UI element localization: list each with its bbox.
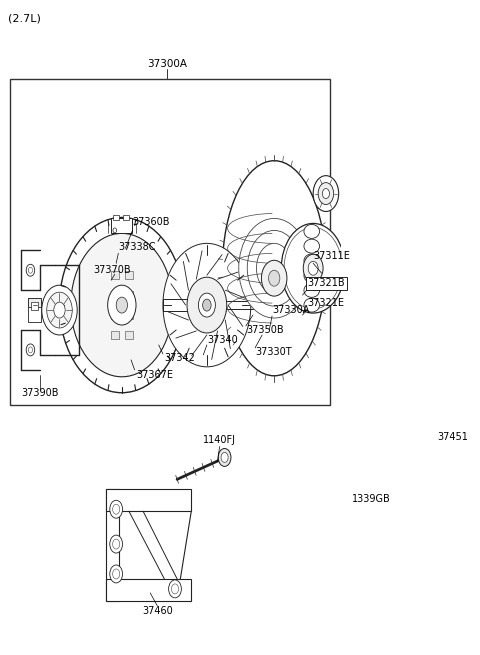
Circle shape [281,223,345,313]
Circle shape [433,436,445,453]
Bar [110,271,119,279]
Text: 1339GB: 1339GB [352,495,391,504]
Circle shape [116,297,128,313]
Circle shape [26,264,35,276]
Circle shape [262,260,287,296]
Polygon shape [119,511,192,599]
Circle shape [42,285,77,335]
Circle shape [47,292,72,328]
Circle shape [113,569,120,579]
Circle shape [60,217,184,393]
Bar [28,298,41,307]
Circle shape [323,189,329,198]
Text: 37321B: 37321B [308,278,345,288]
Circle shape [26,344,35,356]
Circle shape [113,228,117,233]
Bar [106,489,192,511]
Text: 37370B: 37370B [94,265,131,275]
Circle shape [28,267,33,273]
Text: 37338C: 37338C [118,242,156,252]
Circle shape [108,285,136,325]
Circle shape [239,219,310,318]
Text: 37340: 37340 [207,335,238,345]
Ellipse shape [304,284,320,297]
Circle shape [203,299,211,311]
Bar [28,298,41,322]
Circle shape [345,514,352,524]
Ellipse shape [304,254,320,268]
Ellipse shape [304,225,320,238]
Circle shape [318,183,334,204]
Text: 37360B: 37360B [132,217,170,227]
Bar [125,331,133,339]
Text: 1140FJ: 1140FJ [203,434,236,445]
Circle shape [187,277,227,333]
Text: 37311E: 37311E [313,252,350,261]
Circle shape [221,453,228,462]
Circle shape [110,500,122,518]
Circle shape [71,233,173,377]
Text: 37350B: 37350B [246,325,284,335]
Text: 37342: 37342 [164,353,195,363]
Circle shape [303,254,323,282]
Bar [125,271,133,279]
Bar [10,79,330,405]
Circle shape [198,293,216,317]
Ellipse shape [304,239,320,253]
Text: (2.7L): (2.7L) [9,13,41,24]
Circle shape [313,176,339,212]
Bar [110,311,119,319]
Text: 37330A: 37330A [272,305,310,315]
Text: 37321E: 37321E [308,298,345,308]
Text: 37367E: 37367E [136,370,173,380]
Circle shape [54,302,65,318]
Circle shape [268,271,280,286]
Ellipse shape [304,269,320,282]
Ellipse shape [222,160,326,376]
Circle shape [113,539,120,549]
Bar [125,291,133,299]
Bar [106,579,192,601]
Text: 37451: 37451 [437,432,468,441]
Bar [110,331,119,339]
Bar [123,215,129,221]
Circle shape [256,244,292,293]
Text: 37300A: 37300A [147,59,187,69]
Text: 37330T: 37330T [255,347,292,357]
Circle shape [28,347,33,353]
Text: 37390B: 37390B [21,388,59,398]
Circle shape [247,231,301,306]
Bar [113,215,119,221]
Bar [111,219,132,233]
Circle shape [110,535,122,553]
Bar [31,302,38,310]
Circle shape [218,449,231,466]
Text: 37460: 37460 [142,606,173,616]
Circle shape [171,584,179,594]
Circle shape [113,504,120,514]
Circle shape [163,244,251,367]
Ellipse shape [304,298,320,312]
Circle shape [110,565,122,583]
Circle shape [308,261,318,275]
Circle shape [284,227,342,309]
Circle shape [168,580,181,598]
Bar [125,311,133,319]
Bar [106,489,119,601]
Circle shape [342,510,355,528]
Bar [110,291,119,299]
